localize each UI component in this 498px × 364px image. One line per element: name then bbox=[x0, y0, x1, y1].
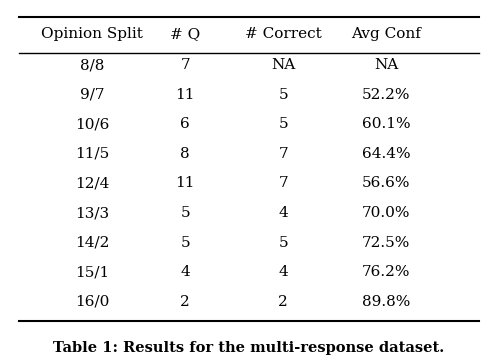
Text: Avg Conf: Avg Conf bbox=[351, 27, 421, 41]
Text: 70.0%: 70.0% bbox=[362, 206, 410, 220]
Text: 4: 4 bbox=[278, 206, 288, 220]
Text: 2: 2 bbox=[180, 295, 190, 309]
Text: 7: 7 bbox=[180, 58, 190, 72]
Text: 9/7: 9/7 bbox=[80, 88, 105, 102]
Text: NA: NA bbox=[271, 58, 295, 72]
Text: 56.6%: 56.6% bbox=[362, 177, 410, 190]
Text: # Correct: # Correct bbox=[245, 27, 322, 41]
Text: NA: NA bbox=[374, 58, 398, 72]
Text: 4: 4 bbox=[180, 265, 190, 279]
Text: 10/6: 10/6 bbox=[75, 117, 110, 131]
Text: 14/2: 14/2 bbox=[75, 236, 110, 250]
Text: 5: 5 bbox=[278, 117, 288, 131]
Text: 16/0: 16/0 bbox=[75, 295, 110, 309]
Text: 72.5%: 72.5% bbox=[362, 236, 410, 250]
Text: 5: 5 bbox=[278, 236, 288, 250]
Text: # Q: # Q bbox=[170, 27, 200, 41]
Text: 5: 5 bbox=[180, 236, 190, 250]
Text: 4: 4 bbox=[278, 265, 288, 279]
Text: 13/3: 13/3 bbox=[75, 206, 109, 220]
Text: 2: 2 bbox=[278, 295, 288, 309]
Text: 52.2%: 52.2% bbox=[362, 88, 410, 102]
Text: 11: 11 bbox=[176, 88, 195, 102]
Text: 15/1: 15/1 bbox=[75, 265, 110, 279]
Text: Opinion Split: Opinion Split bbox=[41, 27, 143, 41]
Text: 7: 7 bbox=[278, 177, 288, 190]
Text: 60.1%: 60.1% bbox=[362, 117, 410, 131]
Text: 76.2%: 76.2% bbox=[362, 265, 410, 279]
Text: 12/4: 12/4 bbox=[75, 177, 110, 190]
Text: Table 1: Results for the multi-response dataset.: Table 1: Results for the multi-response … bbox=[53, 341, 445, 355]
Text: 6: 6 bbox=[180, 117, 190, 131]
Text: 5: 5 bbox=[180, 206, 190, 220]
Text: 8/8: 8/8 bbox=[80, 58, 105, 72]
Text: 8: 8 bbox=[180, 147, 190, 161]
Text: 11: 11 bbox=[176, 177, 195, 190]
Text: 5: 5 bbox=[278, 88, 288, 102]
Text: 11/5: 11/5 bbox=[75, 147, 110, 161]
Text: 64.4%: 64.4% bbox=[362, 147, 410, 161]
Text: 7: 7 bbox=[278, 147, 288, 161]
Text: 89.8%: 89.8% bbox=[362, 295, 410, 309]
